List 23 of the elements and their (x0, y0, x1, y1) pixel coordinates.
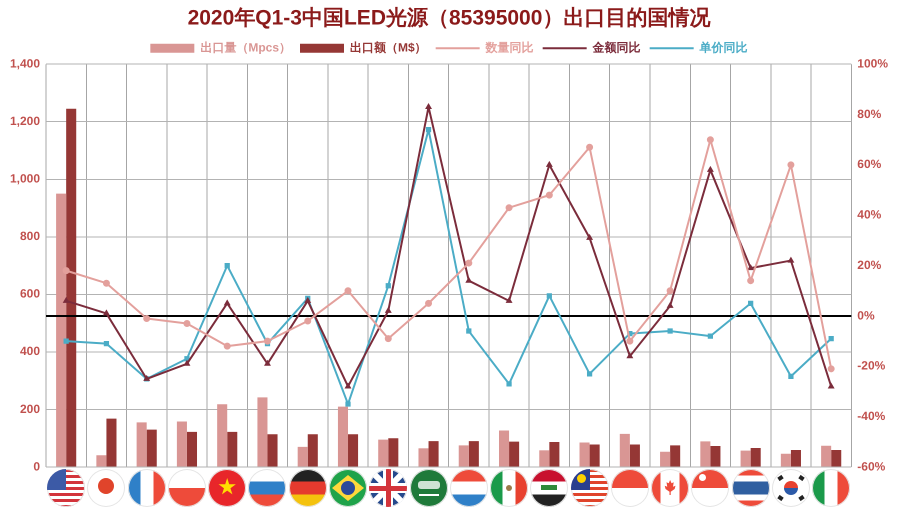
y2-tick-label: -60% (857, 459, 886, 474)
y2-tick-label: -40% (857, 408, 886, 423)
y2-tick-label: 80% (857, 106, 882, 121)
y2-tick-label: 40% (857, 208, 882, 222)
y-tick-label: 1,400 (10, 56, 40, 71)
y-tick-label: 400 (20, 344, 40, 358)
legend-label: 数量同比 (484, 40, 534, 55)
y2-tick-label: -20% (857, 358, 886, 373)
legend-label: 出口额（M$） (350, 40, 427, 55)
legend-label: 单价同比 (698, 40, 748, 55)
y2-tick-label: 100% (857, 56, 888, 71)
y2-tick-label: 60% (857, 157, 882, 172)
y2-tick-label: 20% (857, 258, 882, 272)
legend-label: 金额同比 (592, 40, 641, 55)
y-tick-label: 1,000 (10, 172, 40, 186)
y-tick-label: 800 (20, 229, 40, 244)
y-tick-label: 0 (33, 459, 40, 474)
chart-title: 2020年Q1-3中国LED光源（85395000）出口目的国情况 (188, 6, 712, 30)
y-tick-label: 600 (20, 286, 40, 301)
legend-label: 出口量（Mpcs） (200, 40, 292, 55)
y-tick-label: 200 (20, 402, 40, 416)
y-tick-label: 1,200 (10, 114, 40, 128)
y2-tick-label: 0% (857, 308, 875, 322)
